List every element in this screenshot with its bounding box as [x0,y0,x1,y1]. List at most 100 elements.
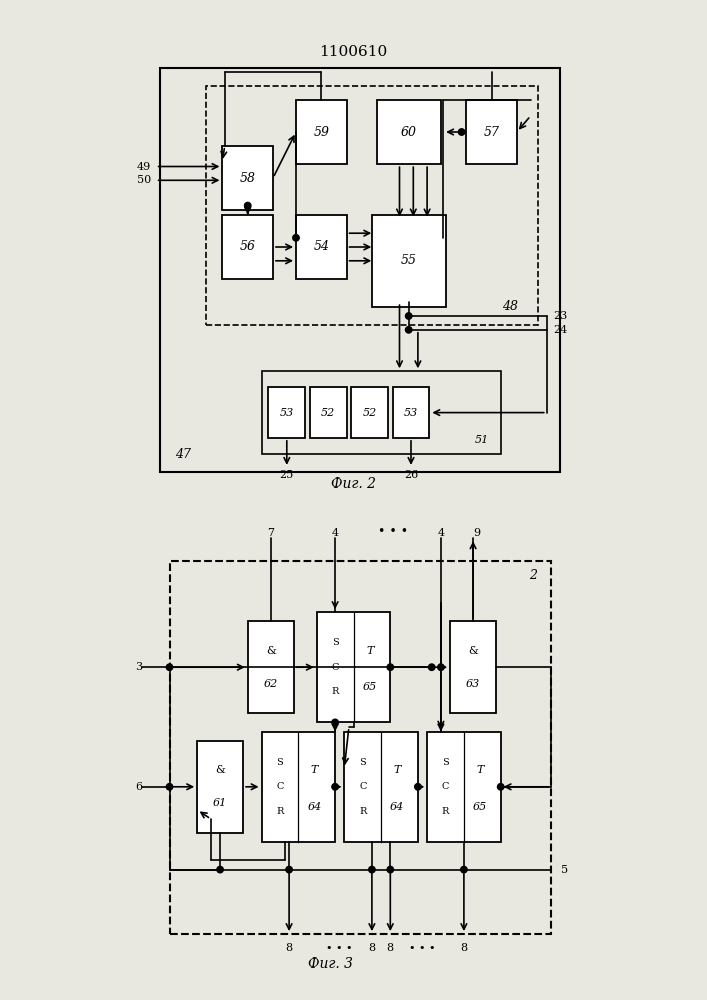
Text: 3: 3 [135,662,142,672]
Bar [392,387,429,438]
Circle shape [406,313,412,319]
Bar [197,741,243,833]
Text: 57: 57 [484,125,500,138]
Bar [247,621,293,713]
Text: 50: 50 [137,175,151,185]
Text: 54: 54 [313,240,329,253]
Text: R: R [442,807,449,816]
Text: 2: 2 [529,569,537,582]
Circle shape [498,784,504,790]
Text: 60: 60 [401,125,416,138]
Text: 1100610: 1100610 [320,45,387,59]
Bar [223,146,273,210]
Text: &: & [266,646,276,656]
Circle shape [368,866,375,873]
Bar [351,387,388,438]
Text: S: S [359,758,366,767]
Text: 55: 55 [401,254,416,267]
Text: 5: 5 [561,865,568,875]
Text: S: S [442,758,449,767]
Text: 56: 56 [240,240,256,253]
Bar [317,612,390,722]
Text: T: T [311,765,318,775]
Circle shape [332,784,339,790]
Circle shape [166,664,173,670]
Bar [377,100,441,164]
Text: S: S [332,638,339,647]
Bar [269,387,305,438]
Circle shape [415,784,421,790]
Bar [262,371,501,454]
Text: 53: 53 [404,408,418,418]
Text: 8: 8 [286,943,293,953]
Text: 49: 49 [137,161,151,172]
Circle shape [245,202,251,209]
Text: 4: 4 [332,528,339,538]
Circle shape [428,664,435,670]
Text: 64: 64 [308,802,322,812]
Text: C: C [276,782,284,791]
Bar [160,68,561,472]
Text: 63: 63 [466,679,480,689]
Text: S: S [276,758,284,767]
Text: Фиг. 3: Фиг. 3 [308,957,353,971]
Circle shape [458,129,464,135]
Text: 7: 7 [267,528,274,538]
Text: 62: 62 [264,679,278,689]
Bar [206,86,537,325]
Circle shape [387,866,394,873]
Text: C: C [359,782,366,791]
Text: R: R [332,687,339,696]
Text: 26: 26 [404,470,418,480]
Text: 65: 65 [363,682,377,692]
Text: 52: 52 [363,408,377,418]
Bar [296,215,346,279]
Circle shape [217,866,223,873]
Circle shape [461,866,467,873]
Text: &: & [468,646,478,656]
Text: 48: 48 [502,300,518,313]
Text: 58: 58 [240,172,256,184]
Text: 24: 24 [554,325,568,335]
Text: 61: 61 [213,798,227,808]
Circle shape [406,327,412,333]
Text: 8: 8 [368,943,375,953]
Text: 23: 23 [554,311,568,321]
Text: 8: 8 [387,943,394,953]
Text: • • •: • • • [327,943,353,953]
Text: R: R [359,807,366,816]
Text: 47: 47 [175,448,192,460]
Text: 52: 52 [321,408,335,418]
Bar [344,732,418,842]
Text: 6: 6 [135,782,142,792]
Text: 65: 65 [473,802,487,812]
Circle shape [438,664,444,670]
Text: R: R [276,807,284,816]
Text: 25: 25 [280,470,294,480]
Text: • • •: • • • [378,525,408,538]
Text: 51: 51 [475,435,489,445]
Circle shape [387,664,394,670]
Text: 9: 9 [473,528,480,538]
Bar [296,100,346,164]
Circle shape [293,235,299,241]
Text: 59: 59 [313,125,329,138]
Circle shape [166,784,173,790]
Circle shape [332,719,339,726]
Bar [170,561,551,934]
Bar [372,215,445,307]
Text: &: & [215,765,225,775]
Text: T: T [477,765,484,775]
Text: 64: 64 [390,802,404,812]
Text: 4: 4 [438,528,445,538]
Bar [466,100,517,164]
Text: Фиг. 2: Фиг. 2 [331,477,376,491]
Text: T: T [394,765,401,775]
Bar [427,732,501,842]
Bar [262,732,335,842]
Text: C: C [442,782,449,791]
Text: C: C [332,663,339,672]
Circle shape [286,866,292,873]
Bar [223,215,273,279]
Bar [310,387,346,438]
